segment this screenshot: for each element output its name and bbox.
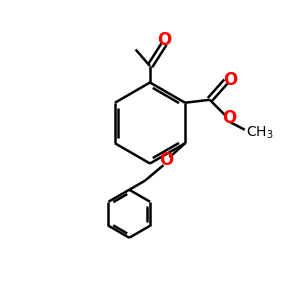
- Text: O: O: [159, 151, 174, 169]
- Text: CH$_3$: CH$_3$: [246, 124, 274, 141]
- Text: O: O: [222, 109, 236, 127]
- Text: O: O: [157, 31, 172, 49]
- Text: O: O: [223, 70, 238, 89]
